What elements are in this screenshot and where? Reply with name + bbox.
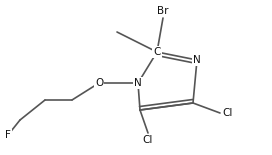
Text: Cl: Cl [222,108,232,118]
Text: Br: Br [157,6,169,16]
Text: N: N [193,55,201,65]
Text: C: C [153,47,161,57]
Text: Cl: Cl [143,135,153,145]
Text: O: O [95,78,103,88]
Text: F: F [5,130,11,140]
Text: N: N [134,78,142,88]
